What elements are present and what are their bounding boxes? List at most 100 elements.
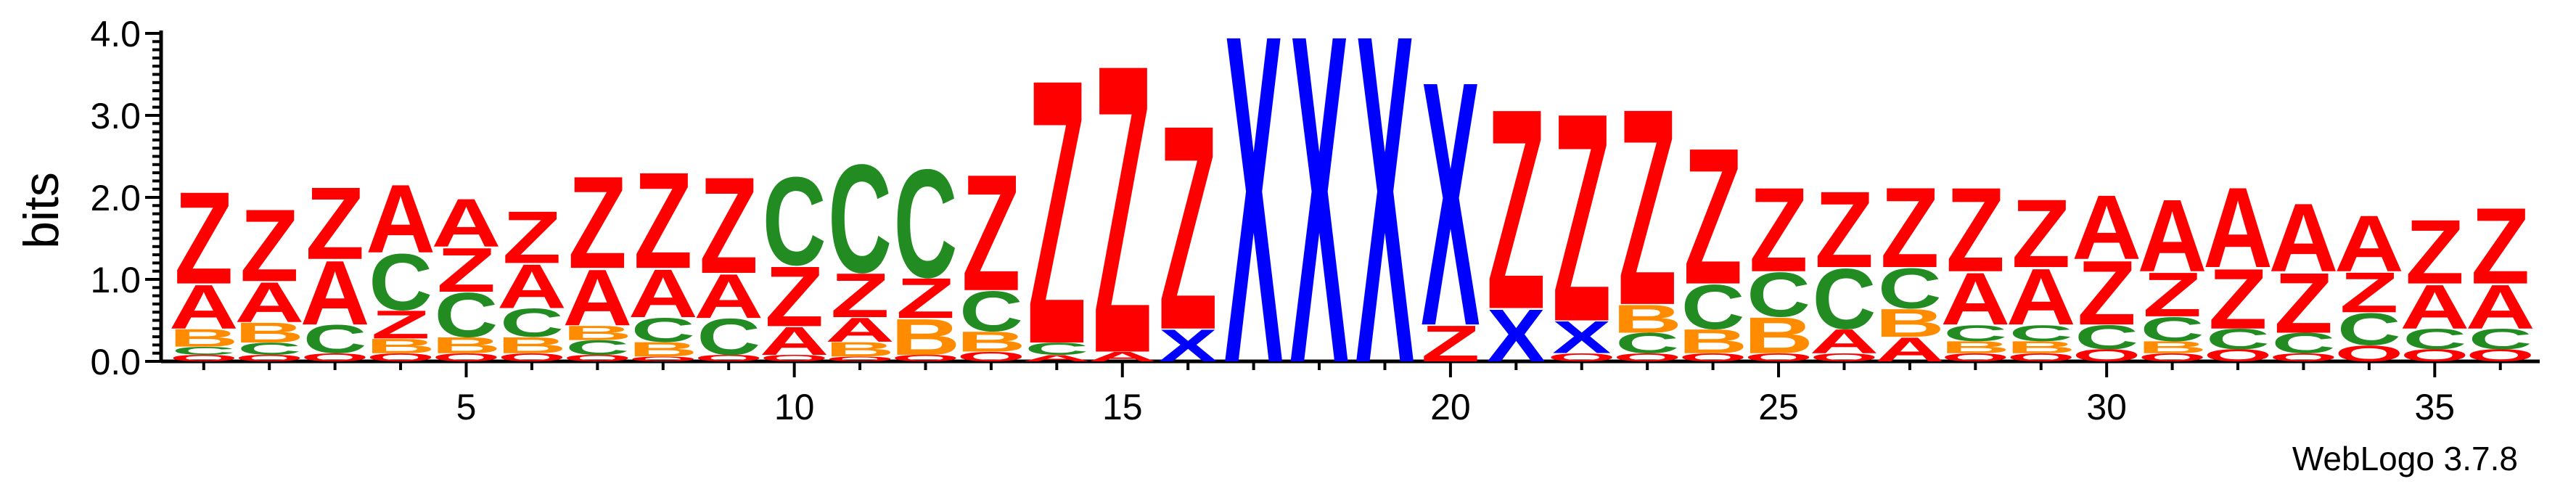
letter-C-pos-11: C [828, 132, 892, 305]
letter-A-pos-15: A [1088, 349, 1157, 364]
letter-X-pos-22: X [1552, 311, 1611, 363]
letter-X-pos-18: X [1290, 0, 1350, 462]
letter-O-pos-3: O [300, 351, 369, 364]
letter-A-pos-1: A [169, 271, 239, 342]
letter-C-pos-8: C [631, 311, 695, 349]
letter-B-pos-23: B [1612, 296, 1682, 341]
letter-O-pos-31: O [2138, 351, 2206, 364]
letter-Z-pos-28: Z [1946, 163, 2005, 297]
letter-B-pos-7: B [562, 321, 632, 345]
letter-B-pos-6: B [497, 333, 567, 358]
letter-O-pos-12: O [891, 353, 959, 364]
letter-C-pos-26: C [1813, 251, 1876, 347]
letter-Z-pos-5: Z [437, 234, 496, 305]
letter-Z-pos-25: Z [1749, 163, 1808, 297]
letter-C-pos-36: C [2469, 324, 2532, 356]
x-tick-label: 20 [1430, 387, 1471, 427]
letter-stacks: OCBAZOCBAZOCAZOBZCAOBCZAOBCAZOCBAZOBCAZO… [169, 0, 2535, 462]
letter-C-pos-1: C [172, 345, 236, 357]
letter-A-pos-27: A [1875, 331, 1945, 369]
letter-O-pos-10: O [760, 353, 828, 364]
letter-A-pos-32: A [2203, 163, 2273, 291]
letter-C-pos-24: C [1681, 272, 1745, 343]
letter-C-pos-23: C [1615, 327, 1679, 359]
y-tick-label: 0.0 [90, 342, 141, 382]
letter-B-pos-25: B [1744, 307, 1813, 364]
y-tick-label: 1.0 [90, 260, 141, 300]
letter-O-pos-8: O [629, 356, 697, 364]
letter-A-pos-33: A [2269, 184, 2339, 292]
letter-O-pos-29: O [2007, 351, 2075, 364]
letter-Z-pos-32: Z [2208, 251, 2267, 348]
letter-B-pos-8: B [628, 338, 698, 361]
x-tick-label: 15 [1102, 387, 1143, 427]
letter-O-pos-22: O [1548, 351, 1616, 364]
letter-Z-pos-33: Z [2274, 255, 2333, 351]
letter-A-pos-36: A [2466, 271, 2535, 342]
letter-Z-pos-20: Z [1421, 315, 1480, 372]
stack-pos-18: X [1290, 0, 1350, 462]
letter-B-pos-28: B [1940, 338, 2010, 357]
x-tick-label: 30 [2086, 387, 2127, 427]
letter-A-pos-4: A [366, 165, 435, 274]
stack-pos-20: ZX [1421, 9, 1480, 399]
letter-O-pos-11: O [826, 356, 894, 364]
letter-A-pos-3: A [300, 242, 370, 344]
letter-C-pos-5: C [435, 280, 499, 350]
letter-O-pos-13: O [957, 349, 1025, 364]
letter-C-pos-31: C [2141, 310, 2204, 348]
letter-Z-pos-16: Z [1159, 65, 1218, 391]
letter-C-pos-12: C [894, 137, 958, 310]
letter-Z-pos-13: Z [961, 140, 1020, 326]
letter-Z-pos-24: Z [1683, 107, 1742, 324]
x-axis: 5 10 15 20 25 30 35 [161, 359, 2540, 427]
letter-O-pos-5: O [432, 351, 500, 364]
stack-pos-21: XZ [1487, 50, 1546, 377]
letter-Z-pos-2: Z [240, 189, 299, 303]
letter-X-pos-21: X [1487, 294, 1546, 377]
letter-Z-pos-11: Z [830, 260, 889, 330]
y-axis-label: bits [14, 172, 69, 249]
stack-pos-14: ACZ [1022, 1, 1091, 423]
letter-Z-pos-21: Z [1487, 50, 1546, 369]
letter-O-pos-24: O [1678, 351, 1747, 364]
letter-C-pos-9: C [697, 308, 760, 366]
letter-O-pos-9: O [694, 353, 763, 364]
letter-C-pos-30: C [2075, 318, 2138, 356]
stack-pos-19: X [1355, 0, 1415, 462]
letter-Z-pos-15: Z [1093, 0, 1152, 440]
x-tick-label: 5 [456, 387, 477, 427]
letter-B-pos-31: B [2138, 338, 2207, 357]
letter-A-pos-31: A [2138, 179, 2207, 294]
letter-O-pos-26: O [1810, 351, 1878, 364]
letter-A-pos-2: A [234, 271, 304, 335]
stack-pos-17: X [1224, 0, 1284, 462]
y-tick-label: 4.0 [90, 14, 141, 54]
letter-O-pos-33: O [2269, 351, 2337, 364]
letter-A-pos-30: A [2072, 177, 2141, 279]
stack-pos-16: XZ [1159, 65, 1218, 391]
letter-X-pos-16: X [1159, 320, 1218, 372]
letter-O-pos-34: O [2335, 341, 2403, 366]
weblogo-credit: WebLogo 3.7.8 [2292, 440, 2518, 477]
letter-A-pos-26: A [1810, 322, 1879, 361]
letter-B-pos-12: B [891, 308, 961, 366]
